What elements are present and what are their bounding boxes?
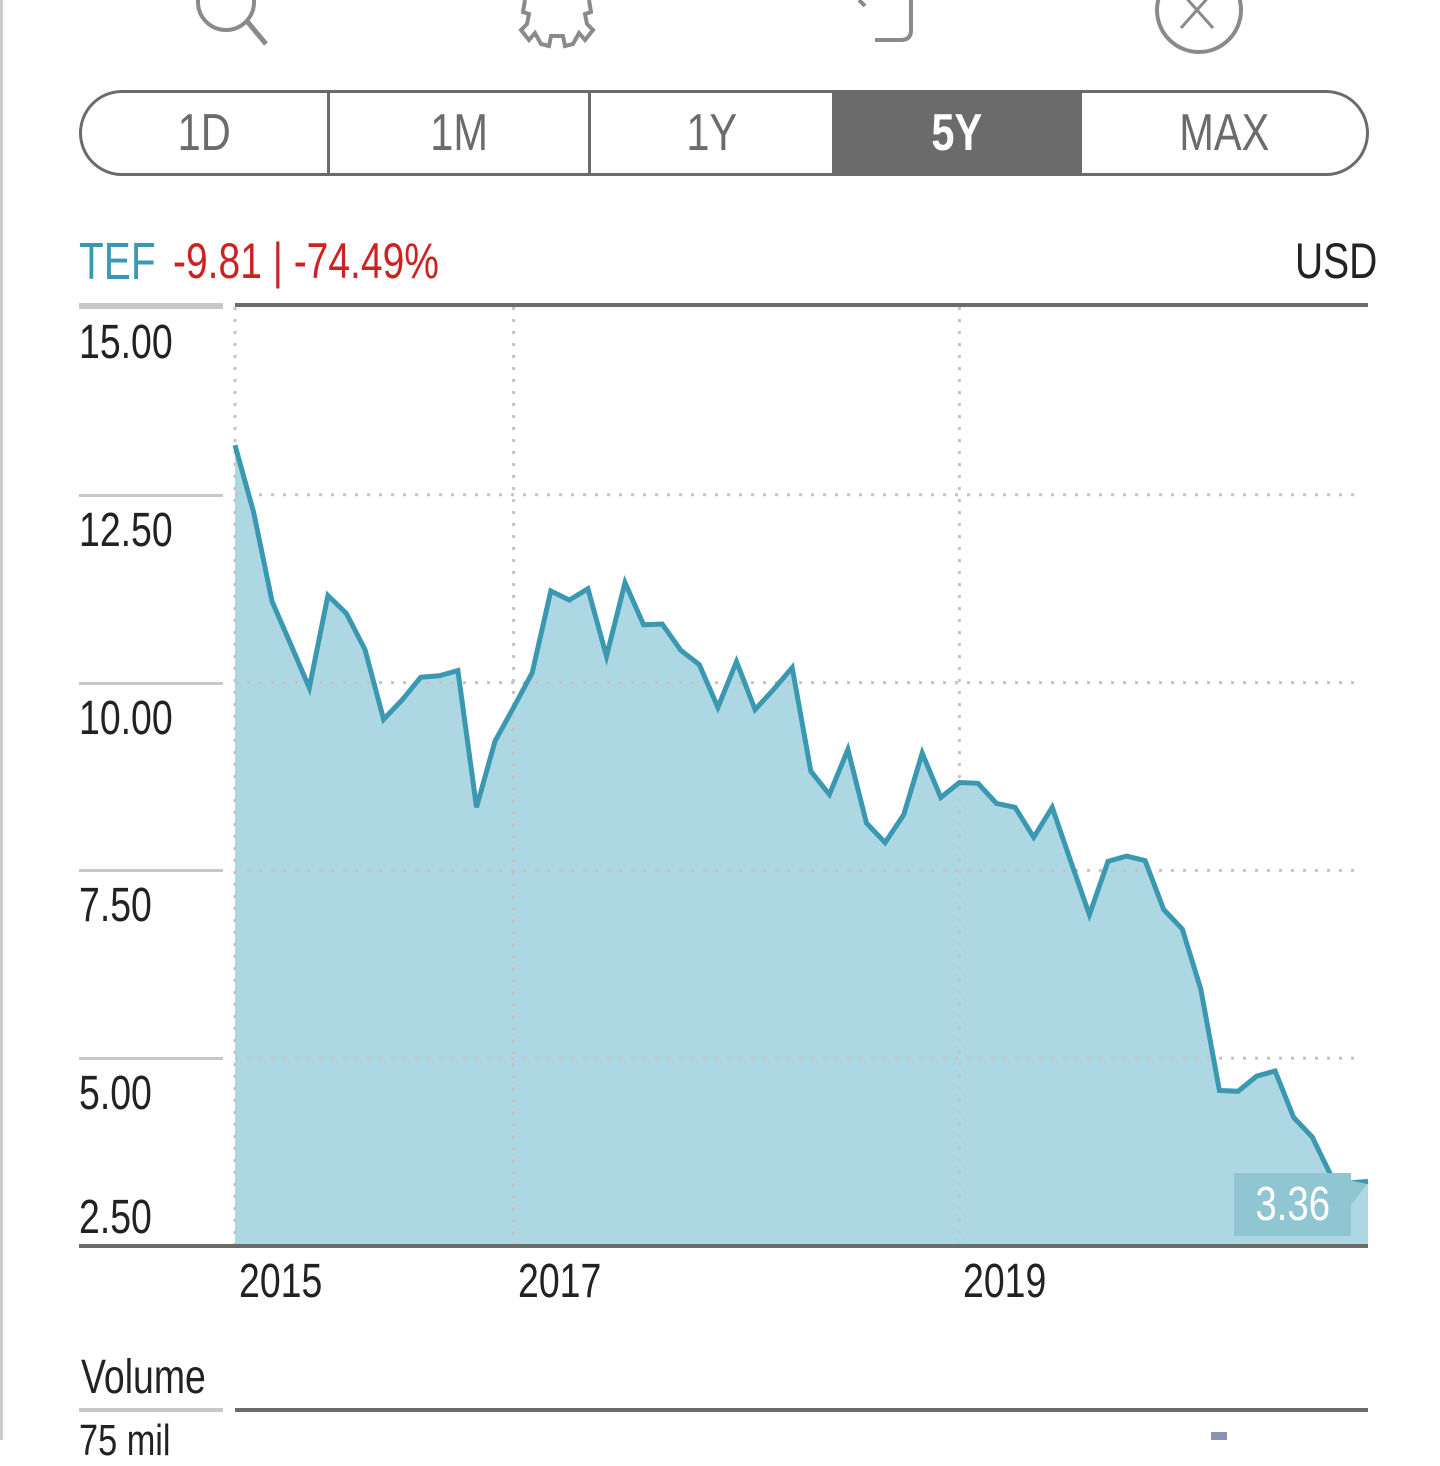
y-tick-rule	[79, 306, 223, 309]
x-tick-label: 2017	[517, 1255, 601, 1308]
volume-bar	[1211, 1432, 1227, 1440]
volume-label-rule	[79, 1408, 223, 1412]
gear-icon[interactable]	[513, 0, 613, 55]
y-tick-rule	[79, 869, 223, 873]
close-icon[interactable]	[1151, 0, 1251, 60]
ticker-symbol: TEF	[79, 233, 156, 291]
volume-top-axis	[235, 1408, 1368, 1412]
y-tick-label: 10.00	[79, 691, 173, 745]
x-tick-label: 2015	[239, 1255, 323, 1308]
y-tick-rule	[79, 493, 223, 497]
price-chart[interactable]	[3, 0, 1440, 1440]
range-max-button[interactable]: MAX	[1178, 104, 1270, 162]
price-change: -9.81 | -74.49%	[173, 233, 439, 289]
currency-label: USD	[1295, 233, 1378, 289]
range-1m-button[interactable]: 1M	[330, 93, 591, 173]
range-selector: 1D 1M 1Y 5Y MAX	[79, 90, 1369, 176]
last-price-tag: 3.36	[1234, 1173, 1351, 1236]
search-icon[interactable]	[188, 0, 278, 50]
share-icon[interactable]	[853, 0, 923, 50]
y-tick-label: 2.50	[79, 1191, 152, 1244]
y-tick-rule	[79, 681, 223, 685]
y-tick-rule	[79, 1057, 223, 1061]
volume-title: Volume	[81, 1351, 206, 1404]
range-1d-button[interactable]: 1D	[82, 93, 330, 173]
range-1y-button[interactable]: 1Y	[591, 93, 835, 173]
y-tick-label: 5.00	[79, 1067, 152, 1121]
x-tick-label: 2019	[963, 1255, 1047, 1308]
range-5y-button[interactable]: 5Y	[835, 93, 1082, 173]
price-tag-pointer	[1349, 1180, 1367, 1208]
price-line	[232, 444, 1369, 1186]
y-tick-label: 15.00	[79, 316, 173, 369]
volume-tick-label: 75 mil	[79, 1416, 171, 1465]
y-tick-label: 7.50	[79, 879, 152, 933]
y-tick-label: 12.50	[79, 503, 173, 557]
price-area	[235, 445, 1368, 1246]
